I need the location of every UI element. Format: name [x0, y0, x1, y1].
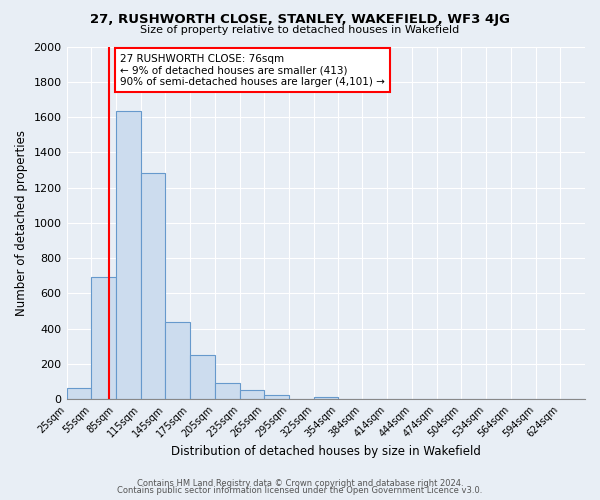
- Text: 27, RUSHWORTH CLOSE, STANLEY, WAKEFIELD, WF3 4JG: 27, RUSHWORTH CLOSE, STANLEY, WAKEFIELD,…: [90, 12, 510, 26]
- Text: Contains public sector information licensed under the Open Government Licence v3: Contains public sector information licen…: [118, 486, 482, 495]
- Bar: [190, 355, 215, 399]
- Bar: [116, 111, 141, 399]
- Bar: [314, 396, 338, 399]
- Bar: [166, 322, 190, 399]
- Text: Contains HM Land Registry data © Crown copyright and database right 2024.: Contains HM Land Registry data © Crown c…: [137, 478, 463, 488]
- Text: Size of property relative to detached houses in Wakefield: Size of property relative to detached ho…: [140, 25, 460, 35]
- Text: 27 RUSHWORTH CLOSE: 76sqm
← 9% of detached houses are smaller (413)
90% of semi-: 27 RUSHWORTH CLOSE: 76sqm ← 9% of detach…: [120, 54, 385, 87]
- Bar: [67, 388, 91, 399]
- Y-axis label: Number of detached properties: Number of detached properties: [15, 130, 28, 316]
- Bar: [91, 278, 116, 399]
- Bar: [141, 172, 166, 399]
- X-axis label: Distribution of detached houses by size in Wakefield: Distribution of detached houses by size …: [171, 444, 481, 458]
- Bar: [215, 384, 239, 399]
- Bar: [239, 390, 265, 399]
- Bar: [265, 395, 289, 399]
